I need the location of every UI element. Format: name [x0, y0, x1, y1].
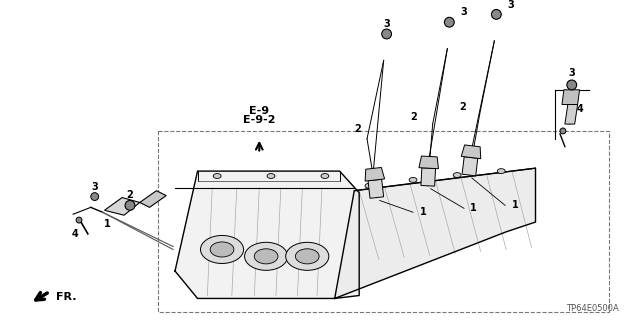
Text: 2: 2 [460, 102, 467, 112]
Ellipse shape [285, 242, 329, 270]
Circle shape [76, 217, 82, 223]
Text: TP64E0500A: TP64E0500A [566, 304, 619, 313]
Polygon shape [140, 191, 166, 207]
Circle shape [125, 201, 135, 210]
Ellipse shape [244, 242, 287, 270]
Ellipse shape [321, 173, 329, 179]
Text: 1: 1 [511, 200, 518, 210]
Polygon shape [562, 90, 580, 105]
Circle shape [91, 193, 99, 201]
Polygon shape [365, 167, 385, 181]
Polygon shape [461, 145, 481, 159]
Polygon shape [565, 105, 578, 124]
Text: 1: 1 [470, 203, 477, 213]
Circle shape [560, 128, 566, 134]
Circle shape [567, 80, 577, 90]
Ellipse shape [210, 242, 234, 257]
Ellipse shape [365, 183, 373, 188]
Polygon shape [104, 197, 140, 215]
Bar [158, 131, 609, 312]
Text: E-9-2: E-9-2 [243, 115, 275, 125]
Text: 2: 2 [354, 124, 360, 134]
Text: 3: 3 [461, 7, 467, 17]
Ellipse shape [497, 169, 505, 173]
Ellipse shape [453, 172, 461, 178]
Polygon shape [421, 168, 436, 186]
Polygon shape [462, 157, 478, 176]
Ellipse shape [267, 173, 275, 179]
Ellipse shape [296, 249, 319, 264]
Polygon shape [335, 168, 536, 299]
Ellipse shape [200, 236, 244, 263]
Text: E-9: E-9 [249, 106, 269, 116]
Text: 4: 4 [72, 229, 79, 239]
Text: FR.: FR. [56, 292, 76, 302]
Text: 2: 2 [411, 112, 417, 122]
Text: 3: 3 [92, 182, 98, 192]
Ellipse shape [213, 173, 221, 179]
Circle shape [381, 29, 392, 39]
Text: 3: 3 [508, 0, 515, 10]
Text: 3: 3 [568, 68, 575, 78]
Text: 1: 1 [419, 207, 426, 217]
Circle shape [492, 10, 501, 19]
Polygon shape [419, 156, 438, 169]
Polygon shape [368, 179, 383, 198]
Ellipse shape [254, 249, 278, 264]
Polygon shape [175, 171, 359, 299]
Text: 1: 1 [104, 219, 111, 229]
Text: 4: 4 [576, 104, 583, 114]
Text: 3: 3 [383, 19, 390, 29]
Circle shape [444, 17, 454, 27]
Ellipse shape [409, 178, 417, 182]
Text: 2: 2 [127, 190, 133, 200]
